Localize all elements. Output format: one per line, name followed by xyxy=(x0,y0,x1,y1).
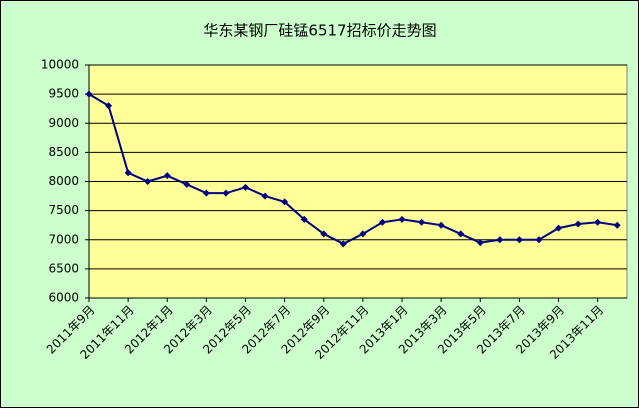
marker xyxy=(535,236,543,244)
marker xyxy=(398,215,406,223)
y-tick-label: 10000 xyxy=(41,58,79,72)
y-tick-label: 6500 xyxy=(48,261,79,275)
marker xyxy=(320,230,328,238)
marker xyxy=(613,221,621,229)
line xyxy=(88,93,618,245)
marker xyxy=(555,224,563,232)
marker xyxy=(85,90,93,98)
marker xyxy=(594,218,602,226)
marker xyxy=(281,198,289,206)
marker xyxy=(261,192,269,200)
y-tick-label: 7500 xyxy=(48,203,79,217)
marker xyxy=(222,189,230,197)
marker xyxy=(242,183,250,191)
marker xyxy=(183,180,191,188)
marker xyxy=(378,218,386,226)
y-tick-label: 8000 xyxy=(48,174,79,188)
marker xyxy=(574,220,582,228)
marker xyxy=(515,236,523,244)
marker xyxy=(496,236,504,244)
chart-title: 华东某钢厂硅锰6517招标价走势图 xyxy=(203,22,436,40)
y-tick-label: 9000 xyxy=(48,116,79,130)
y-tick-label: 8500 xyxy=(48,145,79,159)
marker xyxy=(359,230,367,238)
y-tick-label: 9500 xyxy=(48,87,79,101)
marker xyxy=(476,239,484,247)
marker xyxy=(144,178,152,185)
marker xyxy=(202,189,210,197)
marker xyxy=(105,102,113,110)
marker xyxy=(457,230,465,238)
marker xyxy=(163,172,171,180)
marker xyxy=(339,240,347,248)
marker xyxy=(418,218,426,226)
marker xyxy=(437,221,445,229)
marker xyxy=(300,215,308,223)
y-tick-label: 7000 xyxy=(48,232,79,246)
y-tick-label: 6000 xyxy=(48,291,79,305)
marker xyxy=(124,169,132,177)
